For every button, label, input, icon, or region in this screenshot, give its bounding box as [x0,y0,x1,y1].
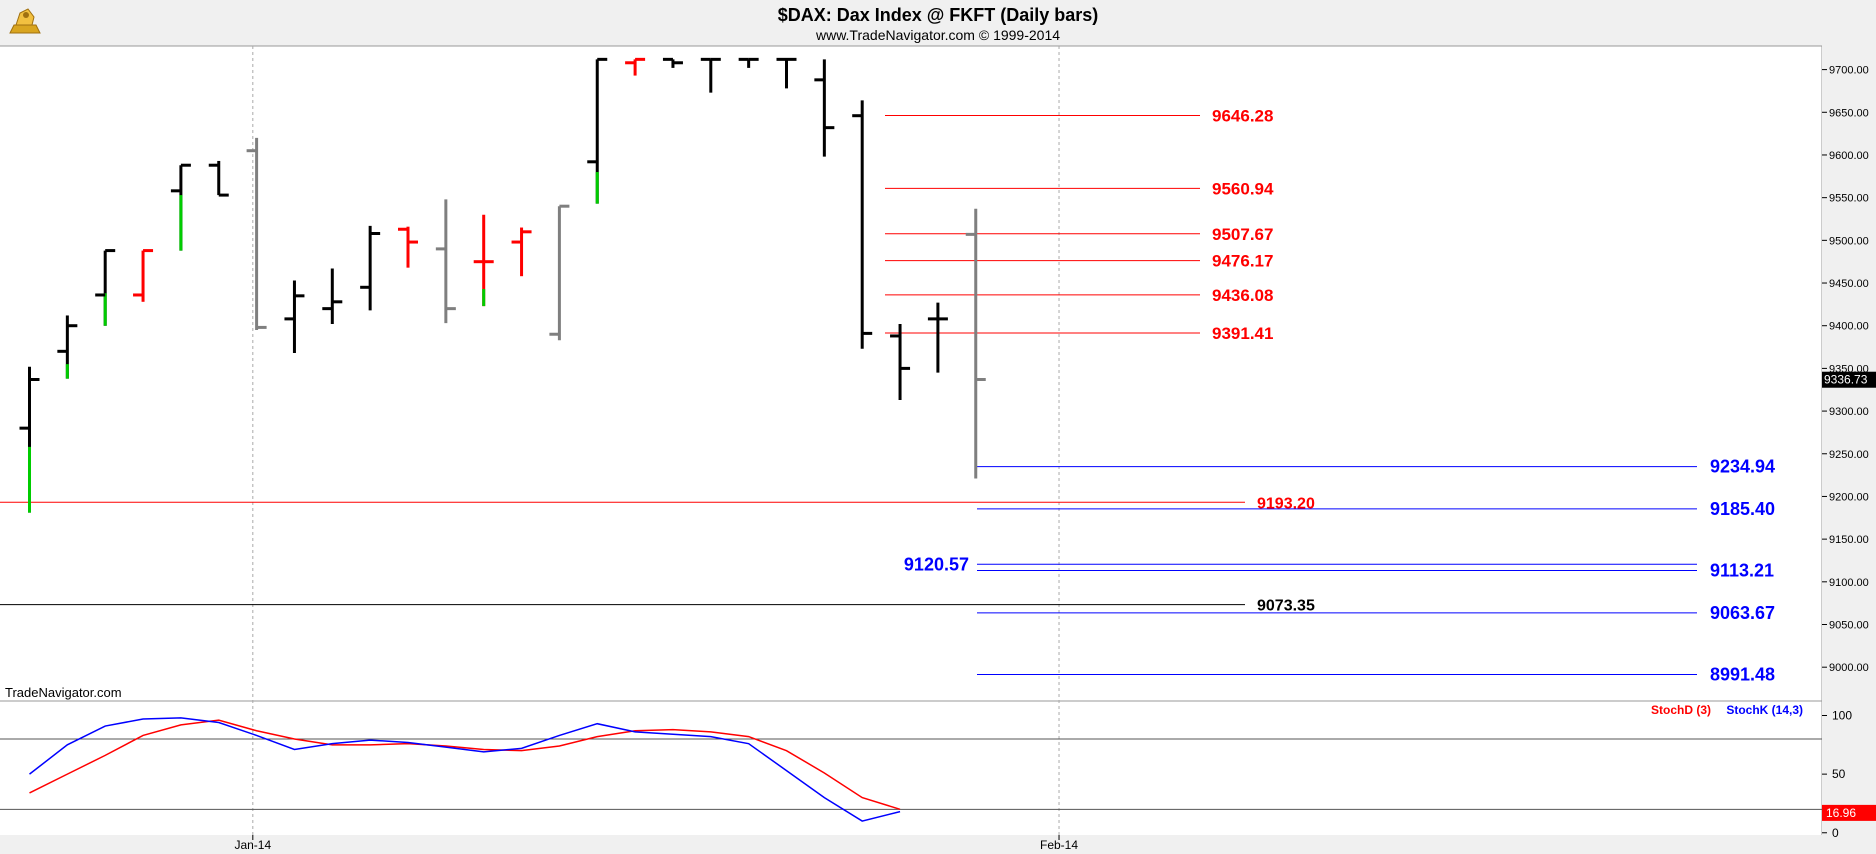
x-tick-label: Jan-14 [234,838,271,852]
resistance-level-label: 9560.94 [1212,179,1274,198]
y-tick-label: 9450.00 [1829,278,1869,290]
y-tick-label: 9100.00 [1829,577,1869,589]
legend-stochd: StochD (3) [1651,703,1711,717]
y-tick-label: 9300.00 [1829,406,1869,418]
support-level-label: 9113.21 [1710,561,1774,581]
chart-title: $DAX: Dax Index @ FKFT (Daily bars) [778,5,1099,25]
resistance-level-label: 9507.67 [1212,225,1273,244]
price-bars [19,57,986,513]
y-tick-label: 9600.00 [1829,150,1869,162]
y-tick-label: 9150.00 [1829,534,1869,546]
long-red-level-label: 9193.20 [1257,495,1315,512]
watermark-text: TradeNavigator.com [5,685,122,700]
ohlc-bar [965,208,986,479]
ohlc-bar [927,302,948,373]
ohlc-bar [246,137,267,330]
last-price-box [1822,371,1876,388]
resistance-level-label: 9646.28 [1212,106,1273,125]
price-axis: 9700.00 9650.00 9600.00 9550.00 9500.00 9450.… [1822,65,1876,674]
y-tick-label: 9650.00 [1829,107,1869,119]
ohlc-bar [625,57,646,76]
stoch-tick-label: 100 [1832,709,1852,723]
ohlc-bar [511,227,532,277]
x-axis-strip [0,835,1876,854]
support-resistance-levels: 9646.28 9560.94 9507.67 9476.17 9436.08 9391.… [0,106,1775,684]
legend-stochk: StochK (14,3) [1726,703,1803,717]
ohlc-bar [890,324,911,400]
ohlc-bar [95,249,116,326]
y-tick-label: 9700.00 [1829,65,1869,77]
last-price-label: 9336.73 [1824,373,1868,387]
ohlc-bar [57,315,78,379]
ohlc-bar [170,163,191,251]
stoch-series-line [29,719,901,811]
y-tick-label: 9400.00 [1829,321,1869,333]
support-level-label: 9185.40 [1710,499,1775,519]
y-tick-label: 9550.00 [1829,193,1869,205]
support-level-label: 9063.67 [1710,603,1775,623]
stoch-last-value-label: 16.96 [1826,806,1856,820]
stoch-tick-label: 50 [1832,767,1846,781]
ohlc-bar [662,57,683,68]
long-black-level-label: 9073.35 [1257,598,1315,615]
stoch-tick-label: 0 [1832,826,1839,840]
stoch-series-line [29,717,901,822]
y-tick-label: 9200.00 [1829,491,1869,503]
ohlc-bar [208,160,229,197]
logo-icon [9,8,41,34]
ohlc-bar [814,59,835,157]
header-bar [0,0,1876,46]
support-level-label: 8991.48 [1710,664,1775,684]
y-tick-label: 9050.00 [1829,620,1869,632]
x-tick-label: Feb-14 [1040,838,1078,852]
vertical-gridlines [252,46,1060,835]
ohlc-bar [738,57,759,68]
ohlc-bar [360,225,381,311]
support-level-label: 9120.57 [904,554,969,574]
ohlc-bar [284,280,305,354]
ohlc-bar [473,214,494,307]
ohlc-bar [700,57,721,93]
ohlc-bar [322,268,343,325]
stochastic-panel: 100 50 0 16.96 [0,709,1876,840]
y-axis-strip [1822,46,1876,835]
ohlc-bar [19,366,40,513]
chart-subtitle: www.TradeNavigator.com © 1999-2014 [815,27,1060,43]
ohlc-bar [435,199,456,324]
resistance-level-label: 9436.08 [1212,286,1273,305]
support-level-label: 9234.94 [1710,457,1775,477]
ohlc-bar [852,100,873,349]
date-axis: Jan-14 Feb-14 [234,835,1078,852]
ohlc-bar [776,57,797,89]
ohlc-bar [549,204,570,341]
y-tick-label: 9250.00 [1829,449,1869,461]
y-tick-label: 9500.00 [1829,235,1869,247]
ohlc-bar [398,226,418,268]
stoch-last-value-box [1822,804,1876,821]
y-tick-label: 9000.00 [1829,662,1869,674]
resistance-level-label: 9391.41 [1212,324,1273,343]
resistance-level-label: 9476.17 [1212,252,1273,271]
ohlc-bar [587,57,608,204]
ohlc-bar [133,249,154,302]
